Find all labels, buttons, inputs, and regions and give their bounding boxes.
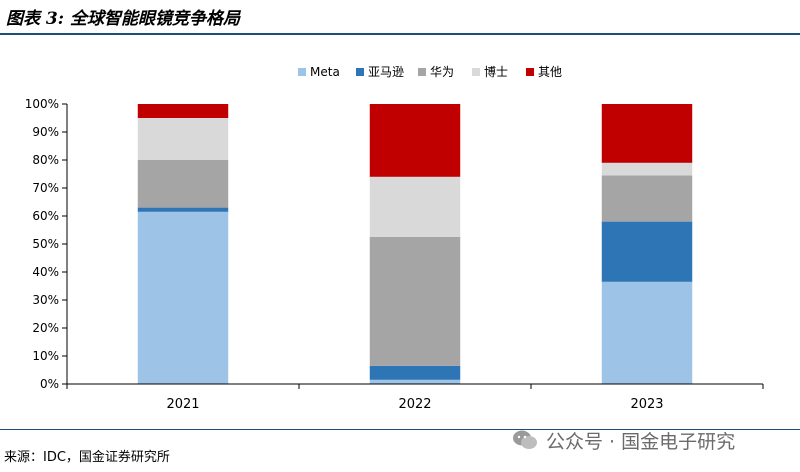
chart-bars [137,104,693,384]
x-category-label: 2021 [166,397,199,412]
bar-segment-2023-4 [601,104,693,163]
wechat-icon [512,429,538,451]
source-note: 来源：IDC，国金证券研究所 [4,450,170,465]
bar-segment-2023-1 [601,221,693,282]
y-tick-label: 30% [32,293,59,307]
y-tick-label: 80% [32,153,59,167]
y-tick-label: 50% [32,237,59,251]
x-category-label: 2023 [630,397,663,412]
y-tick-label: 90% [32,125,59,139]
bar-segment-2021-4 [137,104,229,118]
y-tick-label: 60% [32,209,59,223]
bar-segment-2022-0 [369,379,461,384]
y-tick-label: 100% [25,97,59,111]
footer-divider [0,429,800,430]
bar-segment-2021-0 [137,211,229,384]
x-axis: 2021 2022 2023 [66,383,764,412]
legend-swatch-2 [418,68,426,76]
legend-label-1: 亚马逊 [368,65,404,79]
chart-legend: Meta 亚马逊 华为 博士 其他 [298,64,562,79]
bar-segment-2021-1 [137,207,229,212]
bar-segment-2023-0 [601,281,693,384]
bar-segment-2022-3 [369,176,461,237]
bar-segment-2021-3 [137,118,229,160]
title-divider [0,33,800,35]
legend-label-2: 华为 [430,65,454,79]
legend-label-0: Meta [310,65,340,79]
wechat-watermark: 公众号 · 国金电子研究 [512,425,735,455]
bar-segment-2022-4 [369,104,461,177]
y-tick-label: 70% [32,181,59,195]
stacked-bar-chart: Meta 亚马逊 华为 博士 其他 0% 10% 20% 30% 40% 50% 60% 70% 80%… [25,64,764,412]
y-tick-label: 40% [32,265,59,279]
bar-segment-2022-2 [369,237,461,366]
watermark-text: 公众号 · 国金电子研究 [546,430,736,453]
legend-swatch-1 [356,68,364,76]
legend-label-3: 博士 [484,64,508,79]
y-tick-label: 10% [32,349,59,363]
figure-title: 图表 3: 全球智能眼镜竞争格局 [6,9,240,29]
y-tick-label: 20% [32,321,59,335]
bar-segment-2022-1 [369,365,461,380]
bar-segment-2021-2 [137,160,229,208]
x-category-label: 2022 [398,397,431,412]
legend-label-4: 其他 [538,65,562,79]
legend-swatch-0 [298,68,306,76]
y-tick-label: 0% [40,377,59,391]
bar-segment-2023-2 [601,175,693,222]
bar-segment-2023-3 [601,162,693,176]
y-axis: 0% 10% 20% 30% 40% 50% 60% 70% 80% 90% 100% [25,97,68,391]
legend-swatch-4 [526,68,534,76]
legend-swatch-3 [472,68,480,76]
